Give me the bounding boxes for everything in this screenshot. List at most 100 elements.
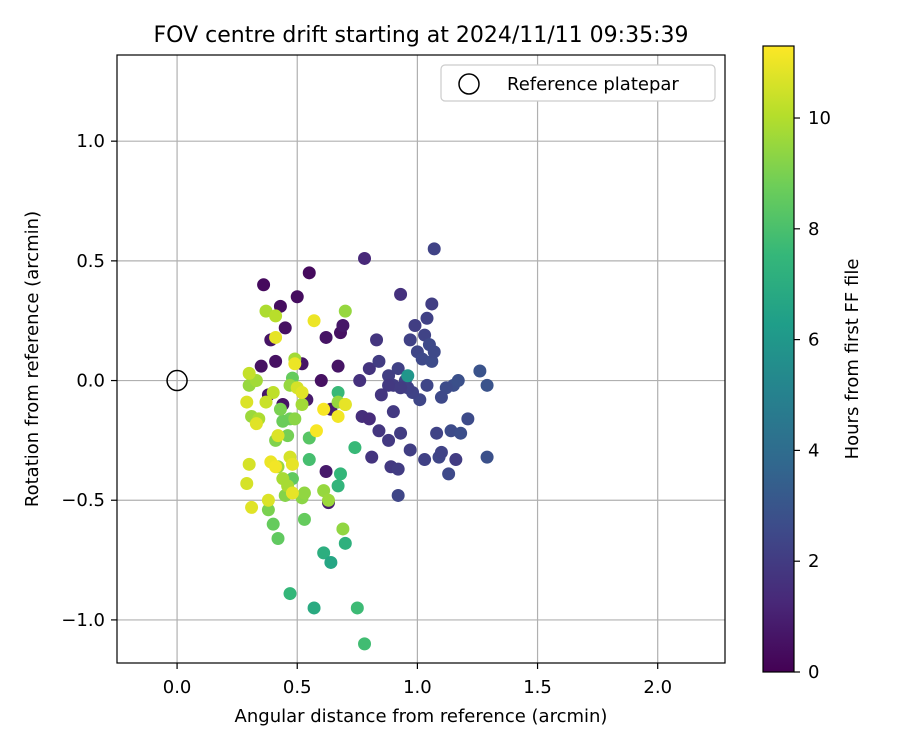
data-point — [297, 512, 311, 526]
data-point — [394, 426, 408, 440]
data-point — [297, 486, 311, 500]
colorbar-label: Hours from first FF file — [842, 259, 863, 460]
data-point — [358, 251, 372, 265]
data-point — [269, 460, 283, 474]
data-point — [382, 369, 396, 383]
data-point — [266, 517, 280, 531]
y-tick-label: 0.5 — [76, 251, 105, 272]
data-point — [434, 445, 448, 459]
data-point — [259, 395, 273, 409]
x-tick-label: 2.0 — [643, 677, 672, 698]
x-axis-label: Angular distance from reference (arcmin) — [235, 706, 608, 727]
data-point — [281, 429, 295, 443]
data-point — [365, 450, 379, 464]
data-point — [451, 374, 465, 388]
legend-box — [440, 64, 716, 102]
data-point — [454, 426, 468, 440]
data-point — [394, 287, 408, 301]
data-point — [302, 266, 316, 280]
data-point — [391, 362, 405, 376]
data-points — [240, 242, 494, 651]
data-point — [449, 453, 463, 467]
x-tick-label: 1.0 — [403, 677, 432, 698]
data-point — [418, 328, 432, 342]
x-axis-ticks: 0.0 0.5 1.0 1.5 2.0 — [163, 663, 672, 698]
data-point — [480, 378, 494, 392]
data-point — [336, 318, 350, 332]
y-axis-label: Rotation from reference (arcmin) — [22, 211, 43, 507]
data-point — [427, 242, 441, 256]
data-point — [302, 453, 316, 467]
data-point — [403, 443, 417, 457]
data-point — [336, 522, 350, 536]
data-point — [317, 484, 331, 498]
data-point — [391, 488, 405, 502]
data-point — [285, 457, 299, 471]
data-point — [249, 417, 263, 431]
data-point — [257, 278, 271, 292]
data-point — [295, 397, 309, 411]
colorbar — [762, 45, 795, 673]
x-tick-label: 0.5 — [283, 677, 312, 698]
data-point — [374, 388, 388, 402]
data-point — [278, 321, 292, 335]
data-point — [338, 397, 352, 411]
data-point — [285, 486, 299, 500]
data-point — [259, 304, 273, 318]
data-point — [269, 354, 283, 368]
y-tick-label: 1.0 — [76, 131, 105, 152]
chart-title: FOV centre drift starting at 2024/11/11 … — [154, 23, 689, 48]
data-point — [418, 453, 432, 467]
colorbar-tick-label: 0 — [808, 662, 819, 683]
data-point — [276, 414, 290, 428]
data-point — [408, 318, 422, 332]
data-point — [434, 390, 448, 404]
data-point — [480, 450, 494, 464]
data-point — [319, 465, 333, 479]
x-tick-label: 1.5 — [523, 677, 552, 698]
x-tick-label: 0.0 — [163, 677, 192, 698]
colorbar-tick-label: 4 — [808, 440, 819, 461]
data-point — [350, 601, 364, 615]
colorbar-ticks: 0 2 4 6 8 10 — [794, 108, 831, 683]
data-point — [331, 386, 345, 400]
data-point — [331, 359, 345, 373]
data-point — [386, 405, 400, 419]
data-point — [372, 354, 386, 368]
data-point — [245, 500, 259, 514]
data-point — [348, 441, 362, 455]
data-point — [473, 364, 487, 378]
data-point — [307, 314, 321, 328]
data-point — [266, 386, 280, 400]
data-point — [269, 309, 283, 323]
data-point — [370, 333, 384, 347]
legend-reference-marker — [458, 73, 480, 95]
data-point — [430, 426, 444, 440]
data-point — [391, 462, 405, 476]
data-point — [382, 378, 396, 392]
data-point — [403, 333, 417, 347]
data-point — [338, 536, 352, 550]
data-point — [271, 532, 285, 546]
data-point — [317, 402, 331, 416]
y-tick-label: −0.5 — [61, 490, 105, 511]
data-point — [372, 424, 386, 438]
data-point — [271, 429, 285, 443]
data-point — [242, 366, 256, 380]
legend-entry-reference: Reference platepar — [507, 74, 679, 95]
data-point — [382, 433, 396, 447]
data-point — [427, 345, 441, 359]
data-point — [307, 601, 321, 615]
y-tick-label: −1.0 — [61, 610, 105, 631]
data-point — [358, 637, 372, 651]
data-point — [442, 467, 456, 481]
data-point — [269, 330, 283, 344]
colorbar-tick-label: 8 — [808, 219, 819, 240]
colorbar-tick-label: 2 — [808, 551, 819, 572]
data-point — [261, 493, 275, 507]
data-point — [461, 412, 475, 426]
data-point — [254, 359, 268, 373]
data-point — [324, 555, 338, 569]
data-point — [333, 467, 347, 481]
